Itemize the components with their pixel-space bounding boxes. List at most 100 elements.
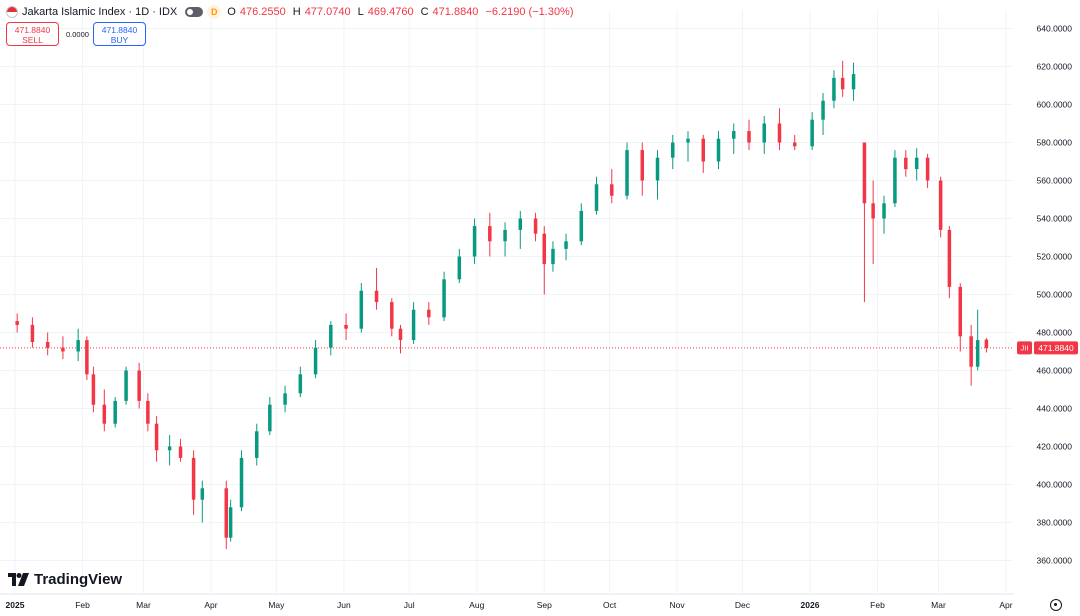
candle-body bbox=[832, 77, 836, 101]
candle bbox=[747, 119, 751, 151]
sell-price: 471.8840 bbox=[14, 25, 51, 35]
time-axis-tick-label: Oct bbox=[603, 600, 617, 610]
tradingview-logo-icon bbox=[8, 573, 29, 586]
candle-body bbox=[893, 157, 897, 204]
time-axis-tick-label: Sep bbox=[537, 600, 552, 610]
candle-body bbox=[938, 180, 943, 230]
candle-body bbox=[731, 131, 736, 139]
candle bbox=[298, 366, 303, 398]
candle bbox=[268, 397, 272, 436]
candle-body bbox=[178, 446, 183, 458]
candle bbox=[893, 150, 897, 208]
candle bbox=[15, 313, 19, 333]
tradingview-logo[interactable]: TradingView bbox=[8, 571, 122, 588]
price-axis-tick-label: 480.0000 bbox=[1037, 328, 1073, 338]
price-change: −6.2190 (−1.30%) bbox=[485, 6, 574, 18]
candle-body bbox=[851, 74, 856, 90]
candle-body bbox=[747, 131, 751, 143]
candle bbox=[224, 480, 229, 550]
price-axis-tick-label: 520.0000 bbox=[1037, 252, 1073, 262]
candle bbox=[228, 499, 233, 542]
candle bbox=[191, 450, 196, 515]
buy-button[interactable]: 471.8840 BUY bbox=[93, 22, 146, 46]
candle-body bbox=[239, 457, 244, 508]
price-axis-tick-label: 560.0000 bbox=[1037, 176, 1073, 186]
indonesia-flag-icon bbox=[6, 6, 18, 18]
settings-gear-icon[interactable] bbox=[1050, 599, 1062, 611]
candle bbox=[832, 70, 836, 109]
delayed-data-badge[interactable]: D bbox=[207, 5, 222, 19]
candle-body bbox=[488, 226, 492, 242]
candle-body bbox=[984, 339, 989, 348]
candle bbox=[518, 210, 523, 249]
candle-body bbox=[862, 142, 867, 204]
candle-body bbox=[594, 184, 599, 211]
candle bbox=[503, 222, 507, 257]
candle bbox=[914, 148, 919, 181]
candle-body bbox=[427, 309, 431, 318]
candle-body bbox=[579, 210, 584, 242]
candle-body bbox=[947, 229, 952, 287]
candle bbox=[655, 150, 660, 200]
symbol-title[interactable]: Jakarta Islamic Index · 1D · IDX bbox=[22, 6, 178, 18]
time-axis-tick-label: Aug bbox=[469, 600, 484, 610]
candle-body bbox=[146, 400, 150, 424]
candle bbox=[716, 131, 721, 170]
time-axis-tick-label: Dec bbox=[735, 600, 751, 610]
candle-body bbox=[925, 157, 930, 181]
time-axis[interactable]: 2025 Feb Mar Apr May Jun Jul Aug Sep Oct Nov Dec 202… bbox=[6, 600, 1013, 610]
candle bbox=[30, 317, 35, 348]
tradingview-logo-text: TradingView bbox=[34, 571, 123, 588]
candle-body bbox=[958, 286, 963, 337]
candle-body bbox=[76, 340, 80, 352]
candle bbox=[178, 438, 183, 462]
visibility-toggle-icon[interactable] bbox=[185, 7, 204, 17]
open-value: 476.2550 bbox=[239, 6, 286, 18]
time-axis-tick-label: Apr bbox=[204, 600, 217, 610]
candle-body bbox=[45, 342, 50, 348]
open-label: O bbox=[227, 6, 236, 18]
candle bbox=[390, 298, 394, 337]
candle bbox=[686, 131, 690, 162]
candle bbox=[640, 142, 645, 196]
price-axis-tick-label: 580.0000 bbox=[1037, 138, 1073, 148]
candle bbox=[610, 169, 614, 204]
candle-body bbox=[904, 157, 908, 170]
candle-body bbox=[671, 142, 675, 158]
candle-body bbox=[457, 256, 462, 280]
candle bbox=[542, 226, 547, 295]
candle bbox=[167, 435, 172, 466]
price-axis-tick-label: 440.0000 bbox=[1037, 404, 1073, 414]
candle-body bbox=[374, 290, 379, 303]
candle-body bbox=[686, 138, 690, 143]
sell-button[interactable]: 471.8840 SELL bbox=[6, 22, 59, 46]
candle-body bbox=[268, 404, 272, 432]
candle bbox=[102, 389, 107, 432]
low-label: L bbox=[357, 6, 364, 18]
time-axis-tick-label: Mar bbox=[136, 600, 151, 610]
buy-label: BUY bbox=[110, 35, 129, 45]
candle-body bbox=[15, 321, 19, 325]
candle-body bbox=[542, 233, 547, 265]
candle-body bbox=[762, 123, 766, 143]
high-label: H bbox=[292, 6, 301, 18]
candle-body bbox=[113, 400, 117, 424]
time-axis-tick-label: Jun bbox=[337, 600, 351, 610]
candle bbox=[947, 226, 952, 299]
candle bbox=[904, 150, 908, 177]
high-value: 477.0740 bbox=[304, 6, 351, 18]
candle-body bbox=[191, 457, 196, 500]
candle bbox=[671, 134, 675, 170]
symbol-header[interactable]: Jakarta Islamic Index · 1D · IDX D O 476.… bbox=[6, 4, 577, 20]
time-axis-tick-label: Mar bbox=[931, 600, 946, 610]
candle bbox=[810, 112, 814, 151]
candle bbox=[958, 283, 963, 352]
candle-body bbox=[975, 340, 980, 367]
price-axis[interactable]: 360.0000 380.0000 400.0000 420.0000 440.0000… bbox=[1037, 24, 1073, 566]
candle-body bbox=[124, 370, 128, 401]
candle-body bbox=[137, 370, 141, 401]
candle bbox=[45, 332, 50, 356]
candle-body bbox=[61, 347, 65, 352]
candle bbox=[255, 423, 259, 466]
